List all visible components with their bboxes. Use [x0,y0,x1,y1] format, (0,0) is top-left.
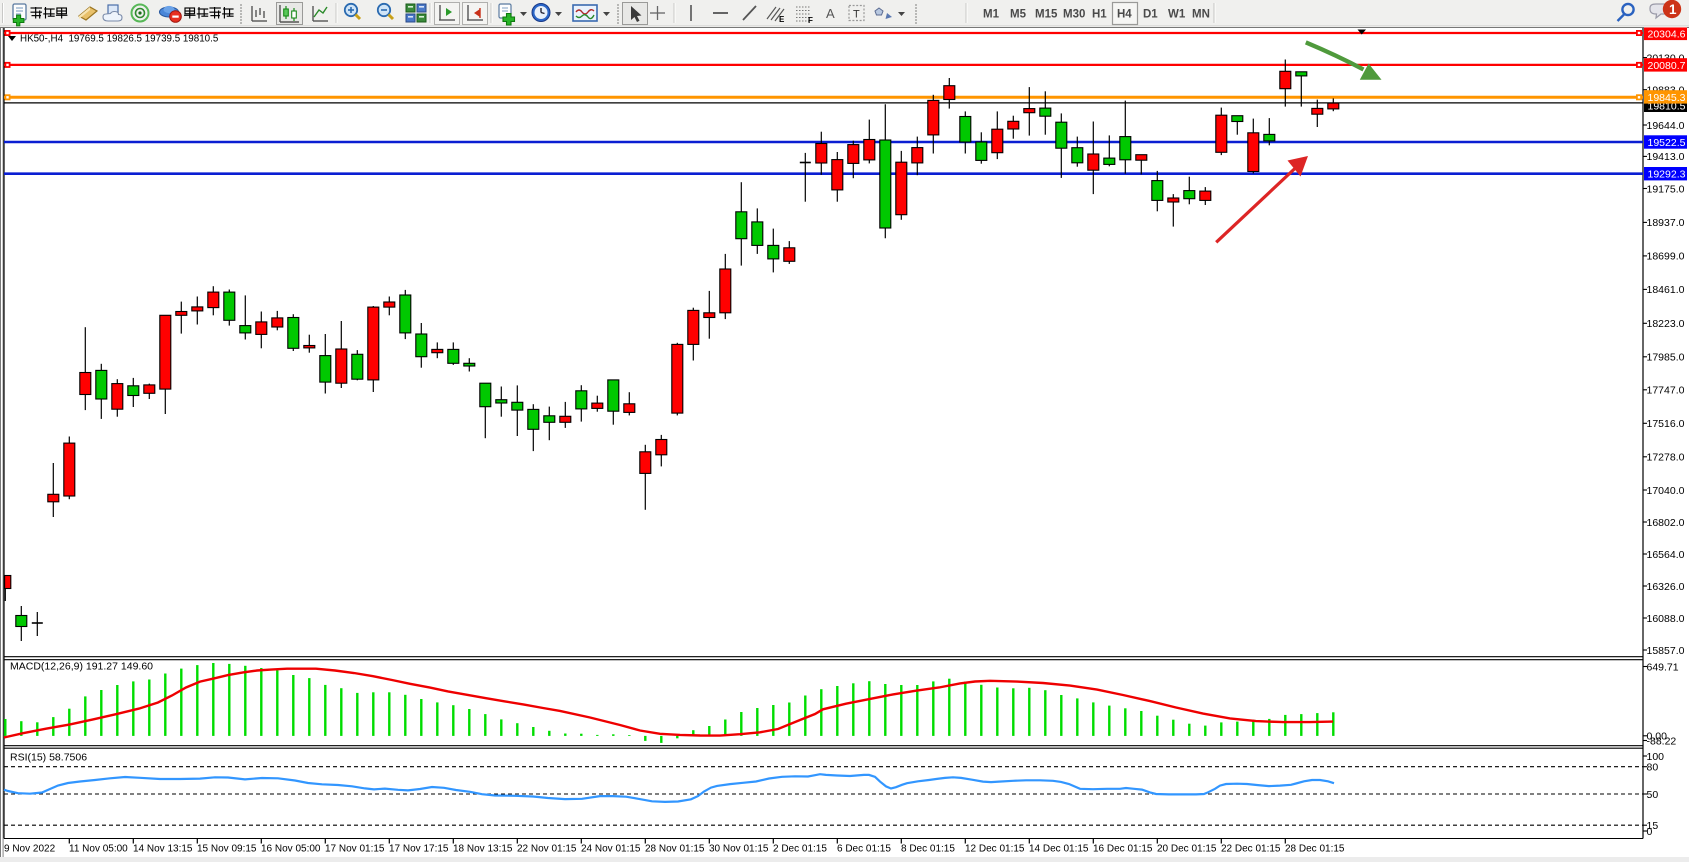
svg-text:14 Nov 13:15: 14 Nov 13:15 [133,844,193,855]
svg-text:17747.0: 17747.0 [1647,385,1685,397]
svg-text:15 Nov 09:15: 15 Nov 09:15 [197,844,257,855]
svg-text:9 Nov 2022: 9 Nov 2022 [4,844,56,855]
svg-text:2 Dec 01:15: 2 Dec 01:15 [773,844,827,855]
svg-text:24 Nov 01:15: 24 Nov 01:15 [581,844,641,855]
svg-text:M15: M15 [1035,9,1058,21]
svg-text:28 Dec 01:15: 28 Dec 01:15 [1285,844,1345,855]
svg-text:M5: M5 [1010,9,1027,21]
svg-text:19522.5: 19522.5 [1648,137,1686,149]
svg-text:18937.0: 18937.0 [1647,217,1685,229]
svg-text:20 Dec 01:15: 20 Dec 01:15 [1157,844,1217,855]
svg-text:16326.0: 16326.0 [1647,581,1685,593]
svg-text:12 Dec 01:15: 12 Dec 01:15 [965,844,1025,855]
svg-text:0.00: 0.00 [1647,731,1668,743]
svg-text:17985.0: 17985.0 [1647,352,1685,364]
svg-text:18 Nov 13:15: 18 Nov 13:15 [453,844,513,855]
svg-text:16802.0: 16802.0 [1647,517,1685,529]
svg-text:649.71: 649.71 [1647,661,1679,673]
svg-text:17516.0: 17516.0 [1647,418,1685,430]
svg-text:19292.3: 19292.3 [1648,169,1686,181]
svg-text:MN: MN [1192,9,1210,21]
svg-text:D1: D1 [1143,9,1158,21]
svg-text:50: 50 [1647,789,1659,801]
svg-text:H4: H4 [1117,9,1132,21]
svg-text:15857.0: 15857.0 [1647,645,1685,657]
svg-text:19175.0: 19175.0 [1647,183,1685,195]
svg-text:0: 0 [1647,826,1653,838]
svg-text:18699.0: 18699.0 [1647,251,1685,263]
svg-text:16 Dec 01:15: 16 Dec 01:15 [1093,844,1153,855]
svg-text:17278.0: 17278.0 [1647,452,1685,464]
svg-text:F: F [808,16,813,25]
svg-text:MACD(12,26,9) 191.27 149.60: MACD(12,26,9) 191.27 149.60 [10,661,153,673]
svg-text:HK50-,H4 19769.5 19826.5 1973: HK50-,H4 19769.5 19826.5 19739.5 19810.5 [20,34,219,45]
svg-text:22 Nov 01:15: 22 Nov 01:15 [517,844,577,855]
svg-text:100: 100 [1647,751,1665,763]
svg-text:8 Dec 01:15: 8 Dec 01:15 [901,844,955,855]
svg-text:28 Nov 01:15: 28 Nov 01:15 [645,844,705,855]
svg-text:80: 80 [1647,762,1659,774]
svg-text:M30: M30 [1063,9,1085,21]
svg-text:E: E [779,15,785,24]
svg-text:20080.7: 20080.7 [1648,60,1686,72]
svg-text:-88.22: -88.22 [1647,735,1677,747]
svg-text:6 Dec 01:15: 6 Dec 01:15 [837,844,891,855]
svg-text:19845.3: 19845.3 [1648,92,1686,104]
svg-text:W1: W1 [1168,9,1186,21]
svg-text:17 Nov 17:15: 17 Nov 17:15 [389,844,449,855]
svg-text:30 Nov 01:15: 30 Nov 01:15 [709,844,769,855]
svg-text:M1: M1 [983,9,1000,21]
svg-text:22 Dec 01:15: 22 Dec 01:15 [1221,844,1281,855]
svg-text:14 Dec 01:15: 14 Dec 01:15 [1029,844,1089,855]
svg-text:H1: H1 [1092,9,1107,21]
svg-text:T: T [853,9,860,21]
svg-text:18223.0: 18223.0 [1647,318,1685,330]
svg-text:20304.6: 20304.6 [1648,28,1686,40]
svg-text:RSI(15) 58.7506: RSI(15) 58.7506 [10,752,87,764]
svg-text:16088.0: 16088.0 [1647,613,1685,625]
svg-text:16564.0: 16564.0 [1647,549,1685,561]
svg-text:18461.0: 18461.0 [1647,284,1685,296]
svg-text:16 Nov 05:00: 16 Nov 05:00 [261,844,321,855]
svg-text:19644.0: 19644.0 [1647,120,1685,132]
svg-text:A: A [826,6,835,21]
svg-text:17 Nov 01:15: 17 Nov 01:15 [325,844,385,855]
svg-text:1: 1 [1669,2,1677,17]
svg-text:11 Nov 05:00: 11 Nov 05:00 [69,844,128,855]
svg-text:17040.0: 17040.0 [1647,485,1685,497]
svg-text:19413.0: 19413.0 [1647,151,1685,163]
svg-text:15: 15 [1647,820,1659,832]
